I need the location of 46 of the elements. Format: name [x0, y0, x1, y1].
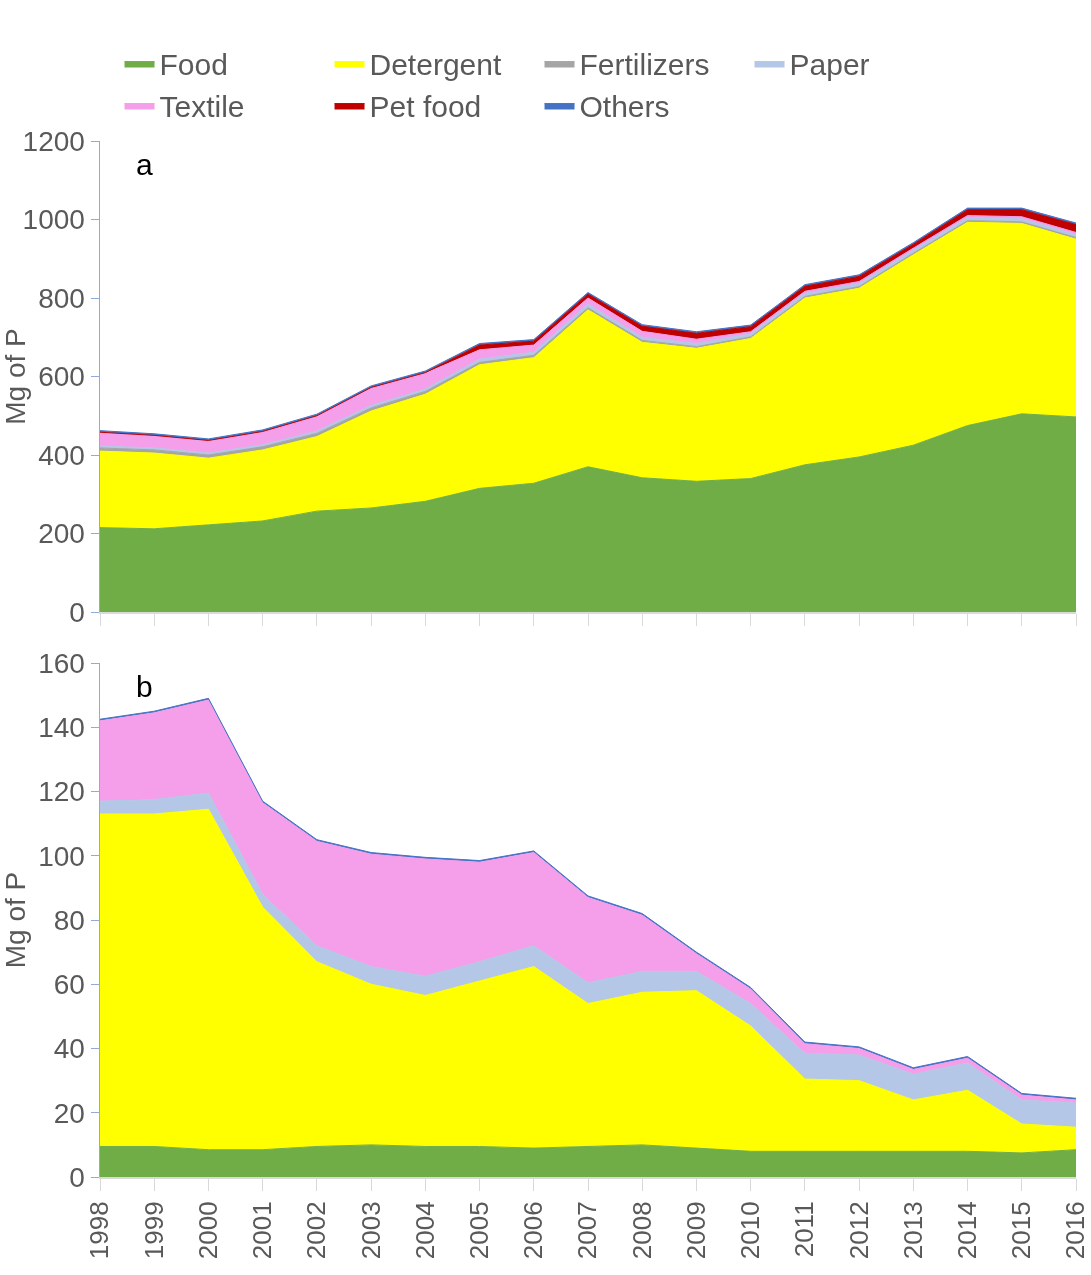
x-tick-label: 2015 [1006, 1201, 1037, 1260]
y-tick-label: 120 [38, 776, 85, 808]
x-tick-label: 2008 [626, 1201, 657, 1260]
y-tick-label: 80 [53, 904, 85, 936]
x-tick-label: 2007 [572, 1201, 603, 1260]
y-tick-label: 200 [38, 518, 85, 550]
x-tick-label: 2006 [518, 1201, 549, 1260]
y-tick-label: 160 [38, 647, 85, 679]
x-tick-label: 2004 [409, 1201, 440, 1260]
legend-label: Detergent [369, 48, 502, 82]
x-tick-label: 2002 [301, 1201, 332, 1260]
x-tick-label: 2003 [355, 1201, 386, 1260]
legend-label: Textile [159, 90, 245, 124]
y-axis-title: Mg of P [0, 328, 31, 425]
y-tick-label: 40 [53, 1033, 85, 1065]
annotation: b [136, 670, 153, 703]
y-tick-label: 400 [38, 439, 85, 471]
y-tick-label: 100 [38, 840, 85, 872]
y-tick-label: 1200 [22, 125, 85, 157]
legend-label: Fertilizers [579, 48, 710, 82]
x-tick-label: 1998 [84, 1201, 115, 1260]
legend-label: Others [579, 90, 670, 124]
x-tick-label: 2009 [680, 1201, 711, 1260]
x-tick-label: 2000 [192, 1201, 223, 1260]
x-tick-label: 2001 [247, 1201, 278, 1260]
legend-label: Food [159, 48, 228, 82]
y-tick-label: 0 [69, 596, 85, 628]
x-tick-label: 2011 [789, 1201, 820, 1258]
x-tick-label: 2016 [1060, 1201, 1091, 1260]
x-tick-label: 2013 [897, 1201, 928, 1260]
x-tick-label: 1999 [138, 1201, 169, 1260]
legend-label: Pet food [369, 90, 482, 124]
y-axis-title: Mg of P [0, 871, 31, 969]
legend-label: Paper [789, 48, 870, 82]
x-tick-label: 2014 [952, 1201, 983, 1260]
annotation: a [136, 148, 153, 181]
y-tick-label: 600 [38, 361, 85, 393]
y-tick-label: 60 [53, 969, 85, 1001]
y-tick-label: 800 [38, 282, 85, 314]
x-tick-label: 2005 [464, 1201, 495, 1260]
y-tick-label: 1000 [22, 204, 85, 236]
y-tick-label: 20 [53, 1097, 85, 1129]
x-tick-label: 2012 [843, 1201, 874, 1260]
y-tick-label: 0 [69, 1161, 85, 1193]
x-tick-label: 2010 [735, 1201, 766, 1260]
y-tick-label: 140 [38, 712, 85, 744]
